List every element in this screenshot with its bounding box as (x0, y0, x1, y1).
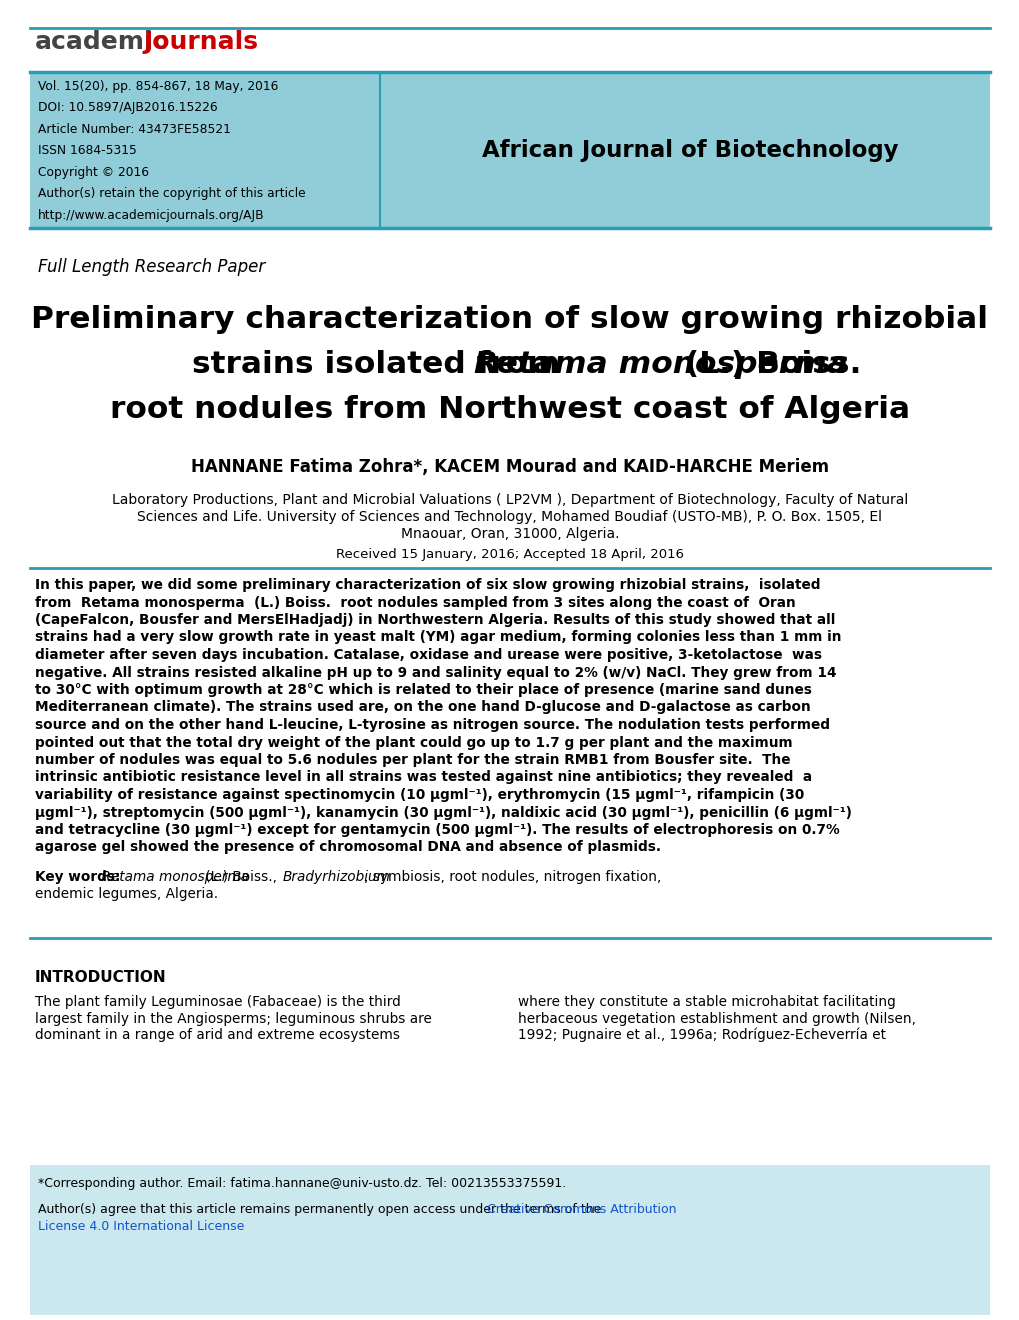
Text: to 30°C with optimum growth at 28°C which is related to their place of presence : to 30°C with optimum growth at 28°C whic… (35, 682, 811, 697)
Text: Journals: Journals (143, 30, 258, 54)
Text: *Corresponding author. Email: fatima.hannane@univ-usto.dz. Tel: 00213553375591.: *Corresponding author. Email: fatima.han… (38, 1177, 566, 1191)
Text: variability of resistance against spectinomycin (10 μgml⁻¹), erythromycin (15 μg: variability of resistance against specti… (35, 788, 803, 803)
Text: strains had a very slow growth rate in yeast malt (YM) agar medium, forming colo: strains had a very slow growth rate in y… (35, 631, 841, 644)
Text: http://www.academicjournals.org/AJB: http://www.academicjournals.org/AJB (38, 209, 264, 222)
Text: Preliminary characterization of slow growing rhizobial: Preliminary characterization of slow gro… (32, 305, 987, 334)
Text: dominant in a range of arid and extreme ecosystems: dominant in a range of arid and extreme … (35, 1028, 399, 1041)
Text: 1992; Pugnaire et al., 1996a; Rodríguez-Echeverría et: 1992; Pugnaire et al., 1996a; Rodríguez-… (518, 1028, 886, 1043)
Text: strains isolated from: strains isolated from (193, 350, 571, 379)
Text: intrinsic antibiotic resistance level in all strains was tested against nine ant: intrinsic antibiotic resistance level in… (35, 771, 811, 784)
Text: (L.) Boiss.: (L.) Boiss. (674, 350, 861, 379)
Text: pointed out that the total dry weight of the plant could go up to 1.7 g per plan: pointed out that the total dry weight of… (35, 735, 792, 750)
Text: where they constitute a stable microhabitat facilitating: where they constitute a stable microhabi… (518, 995, 895, 1008)
Bar (30, 73, 989, 228)
Text: Copyright © 2016: Copyright © 2016 (38, 166, 149, 180)
Text: academic: academic (35, 30, 168, 54)
Text: Retama monosperma: Retama monosperma (97, 870, 249, 884)
Text: African Journal of Biotechnology: African Journal of Biotechnology (481, 139, 898, 161)
Text: Mnaouar, Oran, 31000, Algeria.: Mnaouar, Oran, 31000, Algeria. (400, 527, 619, 541)
Text: Author(s) retain the copyright of this article: Author(s) retain the copyright of this a… (38, 187, 306, 201)
Text: negative. All strains resisted alkaline pH up to 9 and salinity equal to 2% (w/v: negative. All strains resisted alkaline … (35, 665, 836, 680)
Text: Retama monosperma: Retama monosperma (474, 350, 847, 379)
Text: herbaceous vegetation establishment and growth (Nilsen,: herbaceous vegetation establishment and … (518, 1011, 915, 1026)
Text: Mediterranean climate). The strains used are, on the one hand D-glucose and D-ga: Mediterranean climate). The strains used… (35, 701, 810, 714)
Text: from  Retama monosperma  (L.) Boiss.  root nodules sampled from 3 sites along th: from Retama monosperma (L.) Boiss. root … (35, 595, 795, 610)
Text: ISSN 1684-5315: ISSN 1684-5315 (38, 144, 137, 157)
Text: source and on the other hand L-leucine, L-tyrosine as nitrogen source. The nodul: source and on the other hand L-leucine, … (35, 718, 829, 733)
Text: largest family in the Angiosperms; leguminous shrubs are: largest family in the Angiosperms; legum… (35, 1011, 431, 1026)
Text: DOI: 10.5897/AJB2016.15226: DOI: 10.5897/AJB2016.15226 (38, 102, 217, 115)
Bar (30, 1166, 989, 1315)
Text: Article Number: 43473FE58521: Article Number: 43473FE58521 (38, 123, 230, 136)
Text: and tetracycline (30 μgml⁻¹) except for gentamycin (500 μgml⁻¹). The results of : and tetracycline (30 μgml⁻¹) except for … (35, 822, 839, 837)
Text: endemic legumes, Algeria.: endemic legumes, Algeria. (35, 887, 218, 902)
Text: Full Length Research Paper: Full Length Research Paper (38, 257, 265, 276)
Text: Creative Commons Attribution: Creative Commons Attribution (487, 1203, 677, 1216)
Text: Bradyrhizobium: Bradyrhizobium (282, 870, 390, 884)
Text: diameter after seven days incubation. Catalase, oxidase and urease were positive: diameter after seven days incubation. Ca… (35, 648, 821, 663)
Text: License 4.0 International License: License 4.0 International License (38, 1220, 245, 1233)
Text: μgml⁻¹), streptomycin (500 μgml⁻¹), kanamycin (30 μgml⁻¹), naldixic acid (30 μgm: μgml⁻¹), streptomycin (500 μgml⁻¹), kana… (35, 805, 851, 820)
Text: Key words:: Key words: (35, 870, 120, 884)
Text: (CapeFalcon, Bousfer and MersElHadjadj) in Northwestern Algeria. Results of this: (CapeFalcon, Bousfer and MersElHadjadj) … (35, 612, 835, 627)
Text: (L.) Boiss.,: (L.) Boiss., (201, 870, 281, 884)
Text: Received 15 January, 2016; Accepted 18 April, 2016: Received 15 January, 2016; Accepted 18 A… (335, 548, 684, 561)
Text: agarose gel showed the presence of chromosomal DNA and absence of plasmids.: agarose gel showed the presence of chrom… (35, 841, 660, 854)
Text: INTRODUCTION: INTRODUCTION (35, 970, 166, 985)
Text: HANNANE Fatima Zohra*, KACEM Mourad and KAID-HARCHE Meriem: HANNANE Fatima Zohra*, KACEM Mourad and … (191, 458, 828, 477)
Text: Author(s) agree that this article remains permanently open access under the term: Author(s) agree that this article remain… (38, 1203, 605, 1216)
Text: Sciences and Life. University of Sciences and Technology, Mohamed Boudiaf (USTO-: Sciences and Life. University of Science… (138, 510, 881, 524)
Text: Vol. 15(20), pp. 854-867, 18 May, 2016: Vol. 15(20), pp. 854-867, 18 May, 2016 (38, 81, 278, 92)
Text: , symbiosis, root nodules, nitrogen fixation,: , symbiosis, root nodules, nitrogen fixa… (364, 870, 660, 884)
Text: The plant family Leguminosae (Fabaceae) is the third: The plant family Leguminosae (Fabaceae) … (35, 995, 400, 1008)
Text: number of nodules was equal to 5.6 nodules per plant for the strain RMB1 from Bo: number of nodules was equal to 5.6 nodul… (35, 752, 790, 767)
Text: In this paper, we did some preliminary characterization of six slow growing rhiz: In this paper, we did some preliminary c… (35, 578, 819, 591)
Text: root nodules from Northwest coast of Algeria: root nodules from Northwest coast of Alg… (110, 395, 909, 424)
Text: Laboratory Productions, Plant and Microbial Valuations ( LP2VM ), Department of : Laboratory Productions, Plant and Microb… (112, 492, 907, 507)
